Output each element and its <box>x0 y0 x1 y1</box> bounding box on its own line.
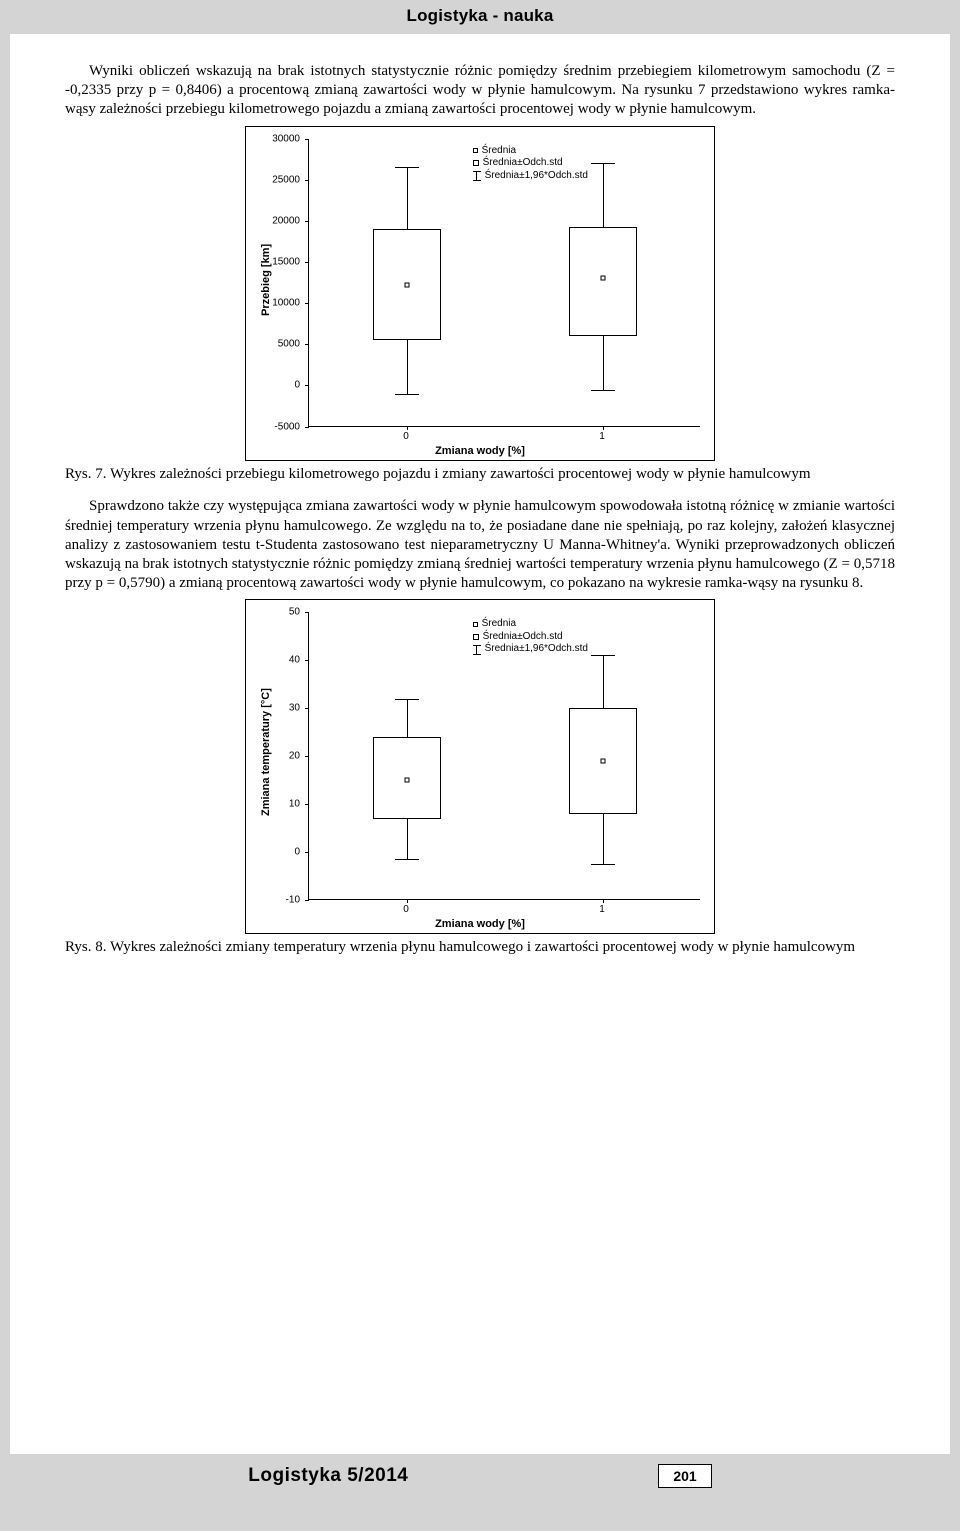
header-bar: Logistyka - nauka <box>0 0 960 34</box>
caption-7-label: Rys. 7. <box>65 466 107 482</box>
chart-7-wrap: -5000 0 5000 10000 15000 20000 25000 30000 Przeb… <box>65 126 895 461</box>
paragraph-1-text: Wyniki obliczeń wskazują na brak istotny… <box>65 63 895 117</box>
x-axis-label: Zmiana wody [%] <box>246 445 714 457</box>
caption-8-label: Rys. 8. <box>65 939 107 955</box>
y-tick-label: 40 <box>289 655 300 666</box>
x-tick-label: 1 <box>599 431 605 442</box>
mean-marker <box>405 283 410 288</box>
mean-marker <box>601 759 606 764</box>
y-tick-label: 0 <box>294 847 300 858</box>
chart-8: -10 0 10 20 30 40 50 Zmiana temperatury [°C] 0 1 Z… <box>245 599 715 934</box>
page-body: Wyniki obliczeń wskazują na brak istotny… <box>10 34 950 1454</box>
y-tick-label: -5000 <box>274 421 300 432</box>
mean-marker <box>405 778 410 783</box>
y-axis-label: Przebieg [km] <box>260 244 272 316</box>
caption-7: Rys. 7. Wykres zależności przebiegu kilo… <box>65 465 895 484</box>
mean-marker <box>601 276 606 281</box>
y-tick-label: 20 <box>289 751 300 762</box>
chart-8-wrap: -10 0 10 20 30 40 50 Zmiana temperatury [°C] 0 1 Z… <box>65 599 895 934</box>
y-tick-label: 30000 <box>272 133 300 144</box>
boxplot-box <box>569 227 638 336</box>
y-tick-label: 25000 <box>272 174 300 185</box>
caption-7-text: Wykres zależności przebiegu kilometroweg… <box>110 466 811 482</box>
x-axis-label: Zmiana wody [%] <box>246 918 714 930</box>
x-tick-label: 1 <box>599 904 605 915</box>
chart-7: -5000 0 5000 10000 15000 20000 25000 30000 Przeb… <box>245 126 715 461</box>
y-tick-label: -10 <box>286 895 300 906</box>
paragraph-2: Sprawdzono także czy występująca zmiana … <box>65 497 895 593</box>
y-tick-label: 15000 <box>272 256 300 267</box>
caption-8: Rys. 8. Wykres zależności zmiany tempera… <box>65 938 895 957</box>
page-number: 201 <box>658 1464 711 1488</box>
y-axis-label: Zmiana temperatury [°C] <box>260 688 272 816</box>
x-tick-label: 0 <box>403 431 409 442</box>
chart-legend: ŚredniaŚrednia±Odch.stdŚrednia±1,96*Odch… <box>473 145 588 183</box>
y-tick-label: 5000 <box>278 339 300 350</box>
y-tick-label: 50 <box>289 607 300 618</box>
chart-legend: ŚredniaŚrednia±Odch.stdŚrednia±1,96*Odch… <box>473 618 588 656</box>
y-tick-label: 10 <box>289 799 300 810</box>
caption-8-text: Wykres zależności zmiany temperatury wrz… <box>110 939 855 955</box>
paragraph-2-text: Sprawdzono także czy występująca zmiana … <box>65 498 895 591</box>
y-tick-label: 30 <box>289 703 300 714</box>
y-tick-label: 0 <box>294 380 300 391</box>
x-tick-label: 0 <box>403 904 409 915</box>
header-title: Logistyka - nauka <box>407 6 554 25</box>
y-tick-label: 10000 <box>272 298 300 309</box>
footer-bar: Logistyka 5/2014 201 <box>0 1454 960 1506</box>
footer-title: Logistyka 5/2014 <box>248 1465 408 1487</box>
y-tick-label: 20000 <box>272 215 300 226</box>
paragraph-1: Wyniki obliczeń wskazują na brak istotny… <box>65 62 895 120</box>
